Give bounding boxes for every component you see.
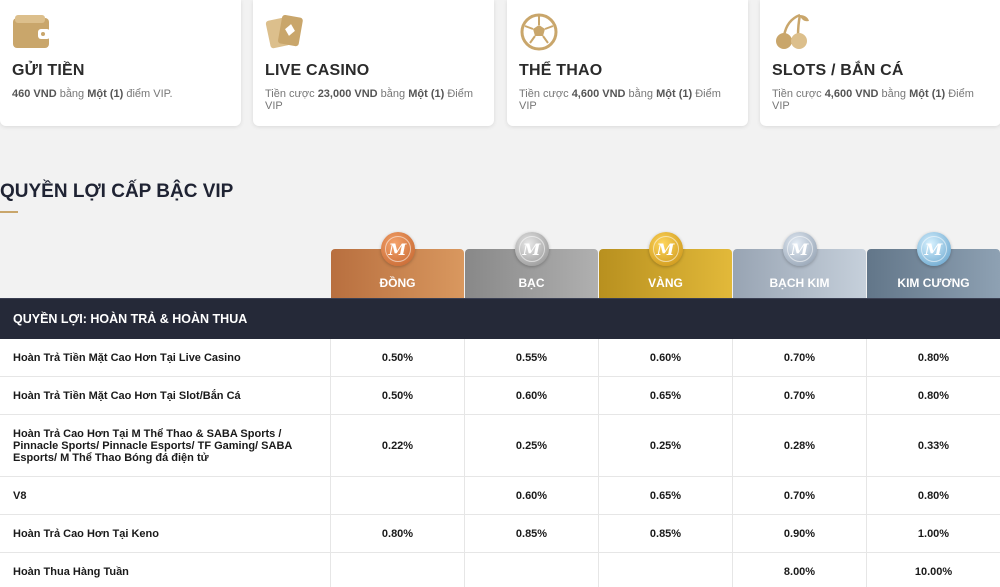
tier-name: KIM CƯƠNG: [897, 276, 970, 290]
card-description: Tiền cược 23,000 VND bằng Một (1) Điểm V…: [265, 88, 473, 112]
row-label: Hoàn Thua Hàng Tuần: [0, 553, 331, 587]
cell-silver: [465, 553, 599, 587]
platinum-medal-icon: M: [782, 232, 817, 266]
table-row: Hoàn Trả Cao Hơn Tại Keno 0.80% 0.85% 0.…: [0, 515, 1000, 553]
vip-benefits-table: QUYỀN LỢI: HOÀN TRẢ & HOÀN THUA Hoàn Trả…: [0, 298, 1000, 587]
cell-platinum: 0.70%: [733, 477, 867, 514]
card-title: GỬI TIỀN: [12, 62, 85, 79]
card-title: LIVE CASINO: [265, 62, 370, 79]
table-row: Hoàn Trả Tiền Mặt Cao Hơn Tại Slot/Bắn C…: [0, 377, 1000, 415]
silver-medal-icon: M: [514, 232, 549, 266]
cell-platinum: 8.00%: [733, 553, 867, 587]
card-title: SLOTS / BẮN CÁ: [772, 62, 904, 79]
gold-medal-icon: M: [648, 232, 683, 266]
cell-bronze: 0.80%: [331, 515, 465, 552]
cell-silver: 0.60%: [465, 377, 599, 414]
tier-name: ĐỒNG: [379, 276, 416, 290]
tier-silver: M BẠC: [465, 232, 598, 298]
cell-platinum: 0.90%: [733, 515, 867, 552]
tier-bronze: M ĐỒNG: [331, 232, 464, 298]
tier-name: BẠCH KIM: [769, 276, 830, 290]
card-description: Tiền cược 4,600 VND bằng Một (1) Điểm VI…: [772, 88, 974, 112]
tier-diamond: M KIM CƯƠNG: [867, 232, 1000, 298]
cherries-icon: [776, 13, 809, 49]
card-slots-fishing: SLOTS / BẮN CÁ Tiền cược 4,600 VND bằng …: [760, 0, 1000, 126]
table-header: QUYỀN LỢI: HOÀN TRẢ & HOÀN THUA: [0, 298, 1000, 339]
cell-bronze: 0.50%: [331, 339, 465, 376]
cell-bronze: [331, 477, 465, 514]
tier-name: VÀNG: [648, 276, 683, 290]
cell-gold: 0.60%: [599, 339, 733, 376]
row-label: Hoàn Trả Cao Hơn Tại Keno: [0, 515, 331, 552]
card-description: Tiền cược 4,600 VND bằng Một (1) Điểm VI…: [519, 88, 721, 112]
row-label: Hoàn Trả Cao Hơn Tại M Thể Thao & SABA S…: [0, 415, 331, 476]
diamond-medal-icon: M: [916, 232, 951, 266]
cell-silver: 0.55%: [465, 339, 599, 376]
cell-diamond: 0.33%: [917, 439, 950, 452]
card-live-casino: LIVE CASINO Tiền cược 23,000 VND bằng Mộ…: [253, 0, 494, 126]
vip-point-cards: GỬI TIỀN 460 VND bằng Một (1) điểm VIP. …: [0, 0, 1000, 127]
cell-diamond: 10.00%: [914, 565, 953, 578]
table-row: Hoàn Trả Cao Hơn Tại M Thể Thao & SABA S…: [0, 415, 1000, 477]
row-label: Hoàn Trả Tiền Mặt Cao Hơn Tại Live Casin…: [0, 339, 331, 376]
cell-platinum: 0.70%: [733, 377, 867, 414]
tier-name: BẠC: [518, 276, 545, 290]
cell-diamond: 0.80%: [917, 389, 950, 402]
tier-platinum: M BẠCH KIM: [733, 232, 866, 298]
row-label: Hoàn Trả Tiền Mặt Cao Hơn Tại Slot/Bắn C…: [0, 377, 331, 414]
title-underline: [0, 211, 18, 213]
cell-silver: 0.25%: [465, 415, 599, 476]
card-sports: THỂ THAO Tiền cược 4,600 VND bằng Một (1…: [507, 0, 748, 126]
cell-platinum: 0.28%: [733, 415, 867, 476]
playing-cards-icon: [265, 14, 303, 49]
bronze-medal-icon: M: [380, 232, 415, 266]
cell-silver: 0.60%: [465, 477, 599, 514]
table-row: V8 0.60% 0.65% 0.70% 0.80%: [0, 477, 1000, 515]
table-row: Hoàn Trả Tiền Mặt Cao Hơn Tại Live Casin…: [0, 339, 1000, 377]
cell-bronze: 0.50%: [331, 377, 465, 414]
cell-gold: 0.25%: [599, 415, 733, 476]
cell-gold: 0.65%: [599, 377, 733, 414]
row-label: V8: [0, 477, 331, 514]
cell-silver: 0.85%: [465, 515, 599, 552]
wallet-icon: [13, 15, 50, 48]
cell-platinum: 0.70%: [733, 339, 867, 376]
cell-bronze: [331, 553, 465, 587]
card-description: 460 VND bằng Một (1) điểm VIP.: [12, 88, 173, 100]
cell-gold: [599, 553, 733, 587]
card-deposit: GỬI TIỀN 460 VND bằng Một (1) điểm VIP.: [0, 0, 241, 126]
cell-diamond: 0.80%: [917, 351, 950, 364]
cell-gold: 0.65%: [599, 477, 733, 514]
cell-diamond: 1.00%: [917, 527, 950, 540]
cell-gold: 0.85%: [599, 515, 733, 552]
table-row: Hoàn Thua Hàng Tuần 8.00% 10.00%: [0, 553, 1000, 587]
card-title: THỂ THAO: [519, 62, 603, 79]
cell-bronze: 0.22%: [331, 415, 465, 476]
soccer-ball-icon: [520, 13, 558, 51]
cell-diamond: 0.80%: [917, 489, 950, 502]
section-title: QUYỀN LỢI CẤP BẬC VIP: [0, 181, 234, 202]
tier-gold: M VÀNG: [599, 232, 732, 298]
